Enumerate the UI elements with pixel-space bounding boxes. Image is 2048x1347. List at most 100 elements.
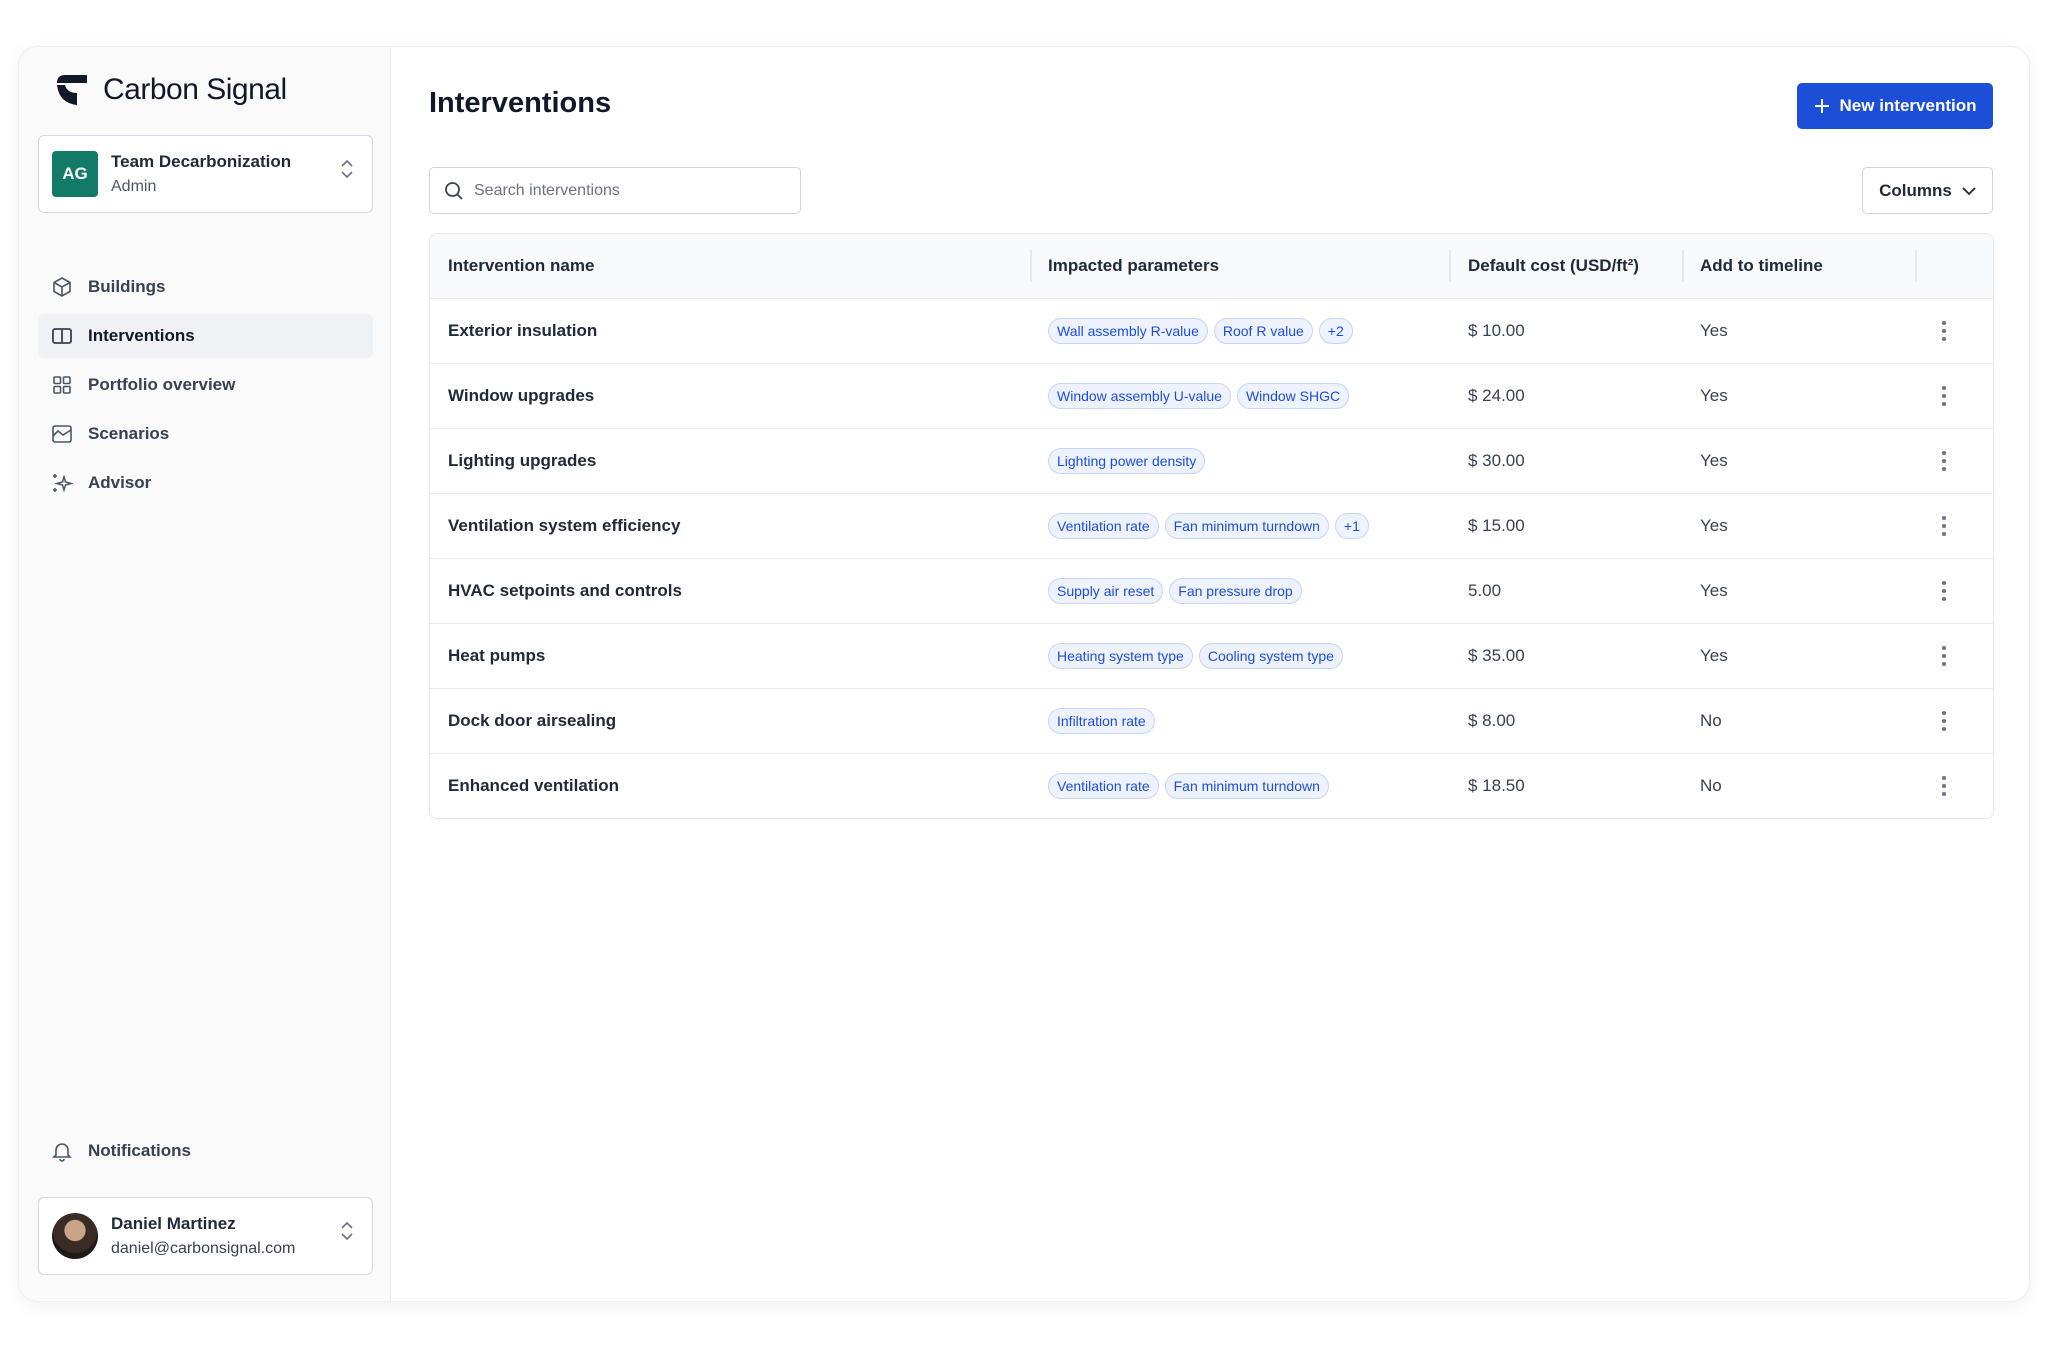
column-divider <box>1682 250 1684 282</box>
add-to-timeline: Yes <box>1700 386 1728 405</box>
intervention-name: Exterior insulation <box>448 321 598 340</box>
row-actions[interactable] <box>1942 559 1946 623</box>
plus-icon <box>1814 99 1829 113</box>
table-header: Intervention name Impacted parameters De… <box>430 234 1993 298</box>
header-add-to-timeline[interactable]: Add to timeline <box>1700 256 1823 275</box>
parameter-chip: Ventilation rate <box>1048 513 1159 539</box>
sidebar-item-advisor[interactable]: Advisor <box>38 461 373 505</box>
default-cost: $ 15.00 <box>1468 516 1525 535</box>
chevron-up-down-icon <box>341 159 353 179</box>
impacted-parameters: Wall assembly R-value Roof R value +2 <box>1048 299 1353 363</box>
kebab-menu-icon[interactable] <box>1942 711 1946 731</box>
avatar <box>52 1213 98 1259</box>
header-default-cost[interactable]: Default cost (USD/ft²) <box>1468 256 1639 275</box>
sidebar-item-buildings[interactable]: Buildings <box>38 265 373 309</box>
sidebar-item-scenarios[interactable]: Scenarios <box>38 412 373 456</box>
table-row[interactable]: HVAC setpoints and controls Supply air r… <box>430 558 1993 623</box>
parameter-chip: Supply air reset <box>1048 578 1164 604</box>
user-email: daniel@carbonsignal.com <box>111 1240 296 1257</box>
search-box[interactable] <box>429 167 801 214</box>
page-title: Interventions <box>429 87 612 119</box>
new-intervention-button[interactable]: New intervention <box>1797 83 1993 129</box>
row-actions[interactable] <box>1942 624 1946 688</box>
parameter-chip: Roof R value <box>1213 318 1313 344</box>
table-row[interactable]: Dock door airsealing Infiltration rate $… <box>430 688 1993 753</box>
kebab-menu-icon[interactable] <box>1942 451 1946 471</box>
row-actions[interactable] <box>1942 754 1946 818</box>
app-window: Carbon Signal AG Team Decarbonization Ad… <box>18 46 2030 1302</box>
grid-icon <box>53 376 71 394</box>
sidebar: Carbon Signal AG Team Decarbonization Ad… <box>19 47 391 1301</box>
default-cost: $ 35.00 <box>1468 646 1525 665</box>
kebab-menu-icon[interactable] <box>1942 321 1946 341</box>
sparkles-icon <box>53 474 73 493</box>
default-cost: 5.00 <box>1468 581 1502 600</box>
search-input[interactable] <box>474 181 774 200</box>
team-role: Admin <box>111 178 157 195</box>
columns-button[interactable]: Columns <box>1862 167 1993 214</box>
kebab-menu-icon[interactable] <box>1942 646 1946 666</box>
parameter-chip: Fan pressure drop <box>1169 578 1302 604</box>
row-actions[interactable] <box>1942 299 1946 363</box>
interventions-table: Intervention name Impacted parameters De… <box>429 233 1994 819</box>
default-cost: $ 8.00 <box>1468 711 1516 730</box>
parameter-chip: Wall assembly R-value <box>1048 318 1208 344</box>
default-cost: $ 30.00 <box>1468 451 1525 470</box>
parameter-chip: Window assembly U-value <box>1048 383 1231 409</box>
parameter-chip: Fan minimum turndown <box>1164 513 1329 539</box>
intervention-name: Heat pumps <box>448 646 546 665</box>
row-actions[interactable] <box>1942 364 1946 428</box>
team-avatar: AG <box>52 151 98 197</box>
new-intervention-label: New intervention <box>1839 96 1977 115</box>
table-row[interactable]: Heat pumps Heating system type Cooling sy… <box>430 623 1993 688</box>
row-actions[interactable] <box>1942 429 1946 493</box>
sidebar-nav: Buildings Interventions Portfolio overvi… <box>38 265 373 510</box>
header-impacted-parameters[interactable]: Impacted parameters <box>1048 256 1220 275</box>
notifications-label: Notifications <box>88 1141 191 1160</box>
cube-icon <box>53 277 71 297</box>
parameter-chip: +2 <box>1318 318 1353 344</box>
header-intervention-name[interactable]: Intervention name <box>448 256 595 275</box>
parameter-chip: Cooling system type <box>1198 643 1343 669</box>
row-actions[interactable] <box>1942 689 1946 753</box>
book-icon <box>52 328 72 344</box>
parameter-chip: +1 <box>1334 513 1369 539</box>
intervention-name: HVAC setpoints and controls <box>448 581 682 600</box>
impacted-parameters: Lighting power density <box>1048 429 1206 493</box>
add-to-timeline: Yes <box>1700 516 1728 535</box>
kebab-menu-icon[interactable] <box>1942 386 1946 406</box>
sidebar-item-interventions[interactable]: Interventions <box>38 314 373 358</box>
sidebar-item-label: Advisor <box>88 473 152 492</box>
impacted-parameters: Ventilation rate Fan minimum turndown +1 <box>1048 494 1369 558</box>
table-row[interactable]: Enhanced ventilation Ventilation rate Fan… <box>430 753 1993 818</box>
intervention-name: Ventilation system efficiency <box>448 516 681 535</box>
row-actions[interactable] <box>1942 494 1946 558</box>
intervention-name: Window upgrades <box>448 386 595 405</box>
user-name: Daniel Martinez <box>111 1214 236 1233</box>
kebab-menu-icon[interactable] <box>1942 581 1946 601</box>
column-divider <box>1915 250 1917 282</box>
parameter-chip: Heating system type <box>1048 643 1193 669</box>
logo[interactable]: Carbon Signal <box>55 73 287 107</box>
table-row[interactable]: Ventilation system efficiency Ventilatio… <box>430 493 1993 558</box>
kebab-menu-icon[interactable] <box>1942 516 1946 536</box>
notifications-link[interactable]: Notifications <box>38 1129 373 1173</box>
table-row[interactable]: Window upgrades Window assembly U-value W… <box>430 363 1993 428</box>
parameter-chip: Lighting power density <box>1048 448 1206 474</box>
add-to-timeline: Yes <box>1700 581 1728 600</box>
team-switcher[interactable]: AG Team Decarbonization Admin <box>38 135 373 213</box>
search-icon <box>445 181 463 200</box>
intervention-name: Lighting upgrades <box>448 451 597 470</box>
chart-icon <box>52 425 72 443</box>
main-content: Interventions New intervention Columns I… <box>391 47 2029 1301</box>
team-name: Team Decarbonization <box>111 152 292 171</box>
kebab-menu-icon[interactable] <box>1942 776 1946 796</box>
table-row[interactable]: Exterior insulation Wall assembly R-valu… <box>430 298 1993 363</box>
parameter-chip: Window SHGC <box>1236 383 1350 409</box>
sidebar-item-portfolio-overview[interactable]: Portfolio overview <box>38 363 373 407</box>
user-menu[interactable]: Daniel Martinez daniel@carbonsignal.com <box>38 1197 373 1275</box>
table-row[interactable]: Lighting upgrades Lighting power density… <box>430 428 1993 493</box>
carbon-signal-logo-icon <box>57 75 87 105</box>
intervention-name: Enhanced ventilation <box>448 776 619 795</box>
parameter-chip: Ventilation rate <box>1048 773 1159 799</box>
